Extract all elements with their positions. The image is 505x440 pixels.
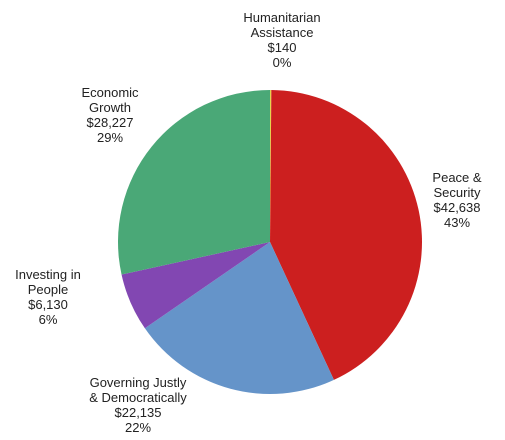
data-label-economic-growth: Economic Growth $28,227 29% <box>81 85 139 145</box>
pie-slice-investing-in-people <box>121 242 270 329</box>
pie-slices <box>118 90 422 395</box>
pie-slice-governing-justly-and-democratically <box>144 242 334 395</box>
data-label-governing-justly-and-democratically: Governing Justly & Democratically $22,135 2… <box>89 375 187 435</box>
data-label-investing-in-people: Investing in People $6,130 6% <box>15 267 81 327</box>
data-label-humanitarian-assistance: Humanitarian Assistance $140 0% <box>243 10 320 70</box>
pie-slice-peace-and-security <box>270 90 422 380</box>
pie-slice-economic-growth <box>118 90 270 275</box>
data-label-peace-and-security: Peace & Security $42,638 43% <box>432 170 481 230</box>
pie-labels: Humanitarian Assistance $140 0% Peace & Secur… <box>15 10 482 435</box>
pie-slice-humanitarian-assistance <box>270 90 272 242</box>
